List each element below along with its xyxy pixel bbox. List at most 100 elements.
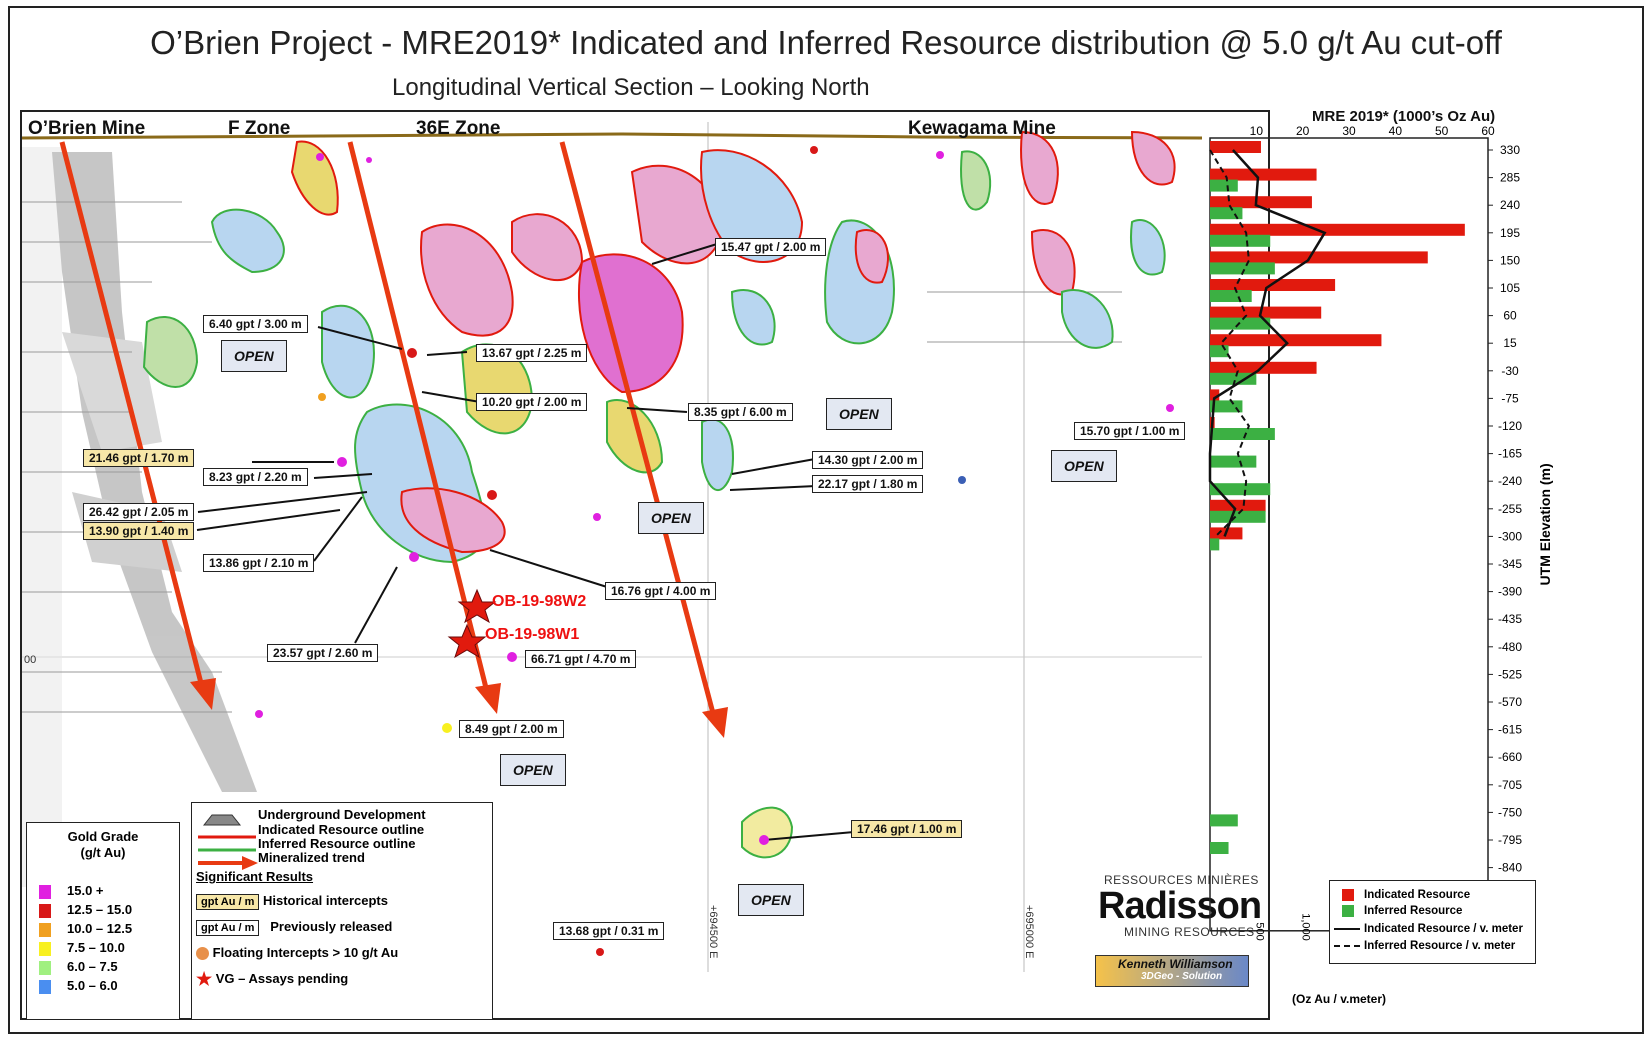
swatch-icon — [1342, 905, 1354, 917]
chart-legend-label: Indicated Resource — [1364, 889, 1471, 902]
indicated-bar — [1210, 499, 1266, 512]
intercept-callout: 8.35 gpt / 6.00 m — [688, 403, 793, 421]
elevation-tick-label: 150 — [1500, 253, 1520, 267]
grade-row: 10.0 – 12.5 — [39, 921, 132, 937]
elevation-tick-label: -840 — [1498, 861, 1522, 875]
legend-previous: Previously released — [270, 919, 393, 934]
intercept-callout-historical: 17.46 gpt / 1.00 m — [851, 820, 963, 838]
x-bottom-axis-label: (Oz Au / v.meter) — [1292, 992, 1386, 1006]
swatch-icon — [39, 960, 51, 975]
grade-legend-title: Gold Grade — [67, 829, 139, 844]
intercept-dots — [255, 146, 1174, 956]
star-ob-19-98w2 — [457, 588, 497, 624]
left-edge-label: 00 — [24, 654, 37, 666]
star-icon: ★ — [196, 969, 213, 989]
indicated-bar — [1210, 223, 1465, 236]
inferred-bar — [1210, 372, 1257, 385]
legend-trend: Mineralized trend — [258, 850, 365, 865]
open-box: OPEN — [500, 754, 566, 786]
grade-label: 15.0 + — [67, 883, 104, 898]
zone-label: 36E Zone — [416, 118, 501, 139]
inferred-bar — [1210, 483, 1271, 496]
zone-label: F Zone — [228, 118, 291, 139]
radisson-bottom-text: MINING RESOURCES — [1124, 925, 1255, 939]
legend-underground: Underground Development — [258, 807, 426, 822]
inferred-bar — [1210, 290, 1252, 302]
indicated-bar — [1210, 389, 1220, 402]
elevation-tick-label: -750 — [1498, 805, 1522, 819]
open-box: OPEN — [826, 398, 892, 430]
legend-symbols — [198, 814, 258, 870]
open-box: OPEN — [738, 884, 804, 916]
grade-legend: Gold Grade (g/t Au) 15.0 + 12.5 – 15.0 10… — [26, 822, 180, 1020]
elevation-tick-label: 240 — [1500, 198, 1520, 212]
open-box: OPEN — [1051, 450, 1117, 482]
elevation-tick-label: -300 — [1498, 529, 1522, 543]
zone-label: O’Brien Mine — [28, 118, 146, 139]
easting-label: +694500 E — [707, 905, 719, 959]
inferred-bar — [1210, 234, 1271, 247]
solid-line-icon — [1334, 927, 1360, 930]
indicated-bar — [1210, 251, 1428, 264]
inferred-per-meter-line — [1209, 149, 1251, 538]
inferred-bar — [1210, 538, 1220, 551]
indicated-bar — [1210, 334, 1382, 347]
intercept-callout: 66.71 gpt / 4.70 m — [525, 650, 637, 668]
elevation-tick-label: -795 — [1498, 833, 1522, 847]
legend-vg-row: ★ VG – Assays pending — [196, 969, 348, 990]
callout-pointers — [196, 243, 855, 841]
y-axis-label: UTM Elevation (m) — [1537, 463, 1553, 585]
inferred-bar — [1210, 814, 1238, 827]
main-legend: Underground Development Indicated Resour… — [191, 802, 493, 1020]
chart-title: MRE 2019* (1000’s Oz Au) — [1312, 108, 1496, 125]
indicated-per-meter-line — [1208, 149, 1327, 537]
floating-dot-icon — [196, 947, 209, 961]
legend-sample: gpt Au / m — [196, 920, 260, 936]
chart-legend-label: Inferred Resource — [1364, 905, 1463, 918]
open-box: OPEN — [221, 340, 287, 372]
intercept-callout-historical: 13.90 gpt / 1.40 m — [83, 522, 195, 540]
intercept-callout: 10.20 gpt / 2.00 m — [476, 393, 588, 411]
elevation-tick-label: -255 — [1498, 502, 1522, 516]
swatch-icon — [39, 922, 51, 937]
elevation-tick-label: -165 — [1498, 447, 1522, 461]
legend-historical: Historical intercepts — [263, 893, 388, 908]
intercept-callout: 15.47 gpt / 2.00 m — [715, 238, 827, 256]
legend-sample: gpt Au / m — [196, 894, 260, 910]
swatch-icon — [39, 884, 51, 899]
x-top-tick-label: 20 — [1296, 124, 1310, 138]
mineralized-trends — [59, 141, 728, 738]
chart-legend-line-dashed: Inferred Resource / v. meter — [1334, 940, 1515, 952]
chart-legend-label: Inferred Resource / v. meter — [1364, 940, 1516, 952]
topography-line — [22, 132, 1203, 140]
grade-row: 12.5 – 15.0 — [39, 902, 132, 918]
indicated-bar — [1210, 306, 1322, 319]
intercept-callout: 13.67 gpt / 2.25 m — [476, 344, 588, 362]
inferred-bar — [1210, 510, 1266, 523]
elevation-tick-label: -390 — [1498, 585, 1522, 599]
chart-legend-indicated-row: Indicated Resource — [1342, 889, 1470, 901]
intercept-callout: 8.23 gpt / 2.20 m — [203, 468, 308, 486]
x-bottom-tick-label: 1,000 — [1300, 913, 1312, 941]
elevation-tick-label: -435 — [1498, 612, 1522, 626]
grade-label: 12.5 – 15.0 — [67, 902, 133, 917]
elevation-tick-label: -480 — [1498, 640, 1522, 654]
legend-vg: VG – Assays pending — [215, 970, 349, 986]
grade-label: 10.0 – 12.5 — [67, 921, 133, 936]
figure-frame — [8, 6, 1644, 1034]
intercept-callout: 26.42 gpt / 2.05 m — [83, 503, 195, 521]
x-bottom-tick-label: 500 — [1253, 922, 1265, 940]
intercept-callout: 13.68 gpt / 0.31 m — [553, 922, 665, 940]
radisson-logo: Radisson — [1098, 885, 1262, 927]
x-top-tick-label: 50 — [1435, 124, 1449, 138]
vg-stars — [447, 588, 497, 659]
chart-legend-label: Indicated Resource / v. meter — [1364, 923, 1523, 935]
inferred-bar — [1210, 345, 1229, 358]
swatch-icon — [39, 979, 51, 994]
elevation-tick-label: -240 — [1498, 474, 1522, 488]
legend-previous-row: gpt Au / m Previously released — [196, 919, 392, 936]
inferred-bar — [1210, 842, 1229, 854]
grade-label: 6.0 – 7.5 — [67, 959, 118, 974]
kenneth-williamson-logo: Kenneth Williamson 3DGeo - Solution — [1095, 955, 1249, 987]
dashed-line-icon — [1334, 944, 1360, 947]
